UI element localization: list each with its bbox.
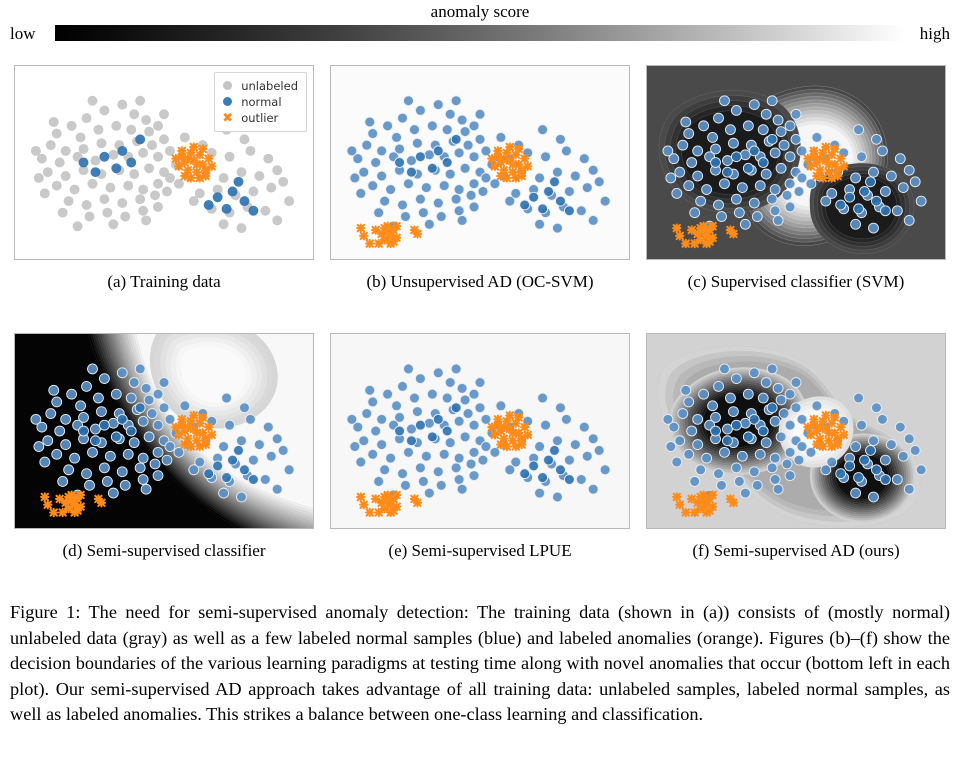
- panel-b-unsupervised-ad: [330, 65, 630, 260]
- legend-label-normal: normal: [241, 94, 282, 109]
- panel-b-scatter: [346, 95, 611, 249]
- figure-caption: Figure 1: The need for semi-supervised a…: [10, 602, 950, 724]
- panel-d-scatter: [30, 363, 295, 518]
- panel-a-training-data: unlabeled normal ✖ outlier: [14, 65, 314, 260]
- legend-label-unlabeled: unlabeled: [241, 78, 298, 93]
- colorbar-gradient: [55, 25, 905, 41]
- legend-item-unlabeled: unlabeled: [221, 78, 298, 94]
- panel-e-scatter: [346, 363, 611, 518]
- caption-panel-b: (b) Unsupervised AD (OC-SVM): [366, 272, 594, 291]
- colorbar-high-label: high: [919, 24, 950, 43]
- panel-a-scatter: [30, 95, 295, 234]
- legend-item-normal: normal: [221, 94, 298, 110]
- panel-f-scatter: [662, 363, 927, 518]
- caption-panel-c: (c) Supervised classifier (SVM): [687, 272, 905, 291]
- caption-panel-e: (e) Semi-supervised LPUE: [388, 541, 572, 560]
- panel-e-semi-supervised-lpue: [330, 333, 630, 529]
- colorbar-title: anomaly score: [430, 2, 530, 21]
- outlier-marker-icon: ✖: [222, 110, 234, 126]
- colorbar-low-label: low: [10, 24, 36, 43]
- normal-marker-icon: [221, 95, 234, 110]
- caption-panel-d: (d) Semi-supervised classifier: [62, 541, 266, 560]
- caption-panel-f: (f) Semi-supervised AD (ours): [692, 541, 900, 560]
- panel-c-scatter: [662, 95, 927, 249]
- colorbar-area: anomaly score low high: [0, 0, 960, 50]
- panel-c-supervised-classifier: [646, 65, 946, 260]
- panel-d-semi-supervised-classifier: [14, 333, 314, 529]
- legend-label-outlier: outlier: [241, 110, 279, 125]
- legend-item-outlier: ✖ outlier: [221, 110, 298, 126]
- legend: unlabeled normal ✖ outlier: [214, 72, 307, 132]
- unlabeled-marker-icon: [221, 79, 234, 94]
- caption-panel-a: (a) Training data: [107, 272, 221, 291]
- panel-f-semi-supervised-ad: [646, 333, 946, 529]
